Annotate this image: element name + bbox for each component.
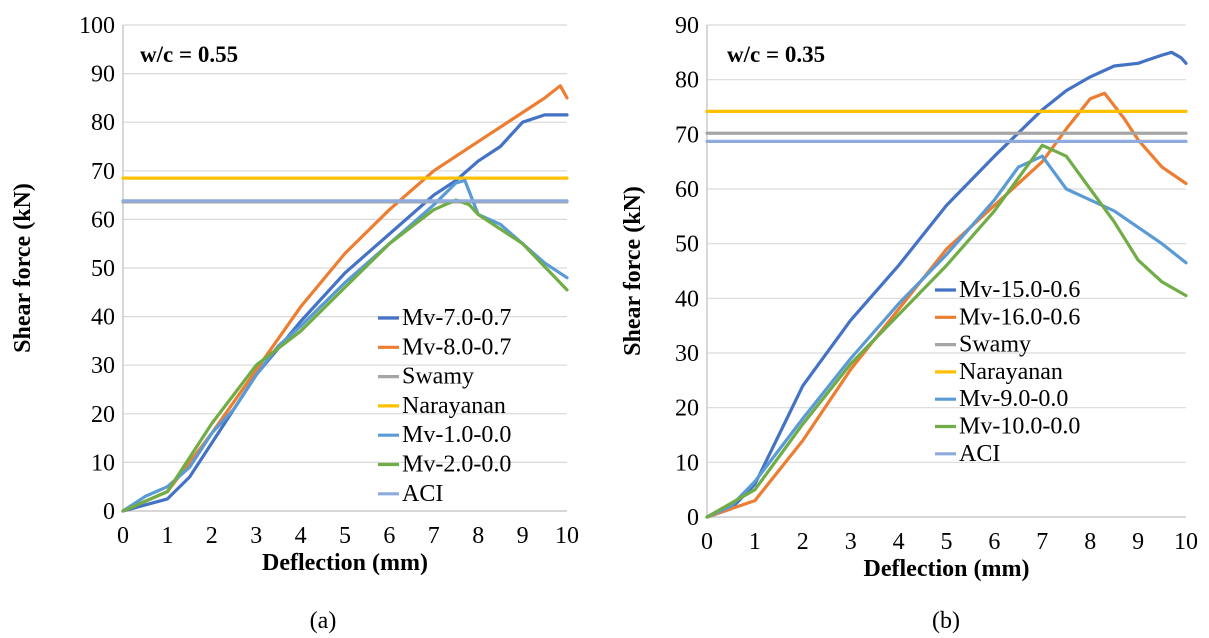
legend-label: Narayanan <box>959 359 1063 385</box>
x-tick-label: 3 <box>845 529 857 555</box>
legend-label: Swamy <box>402 364 474 390</box>
legend-label: Mv-8.0-0.7 <box>402 334 511 360</box>
y-tick-label: 20 <box>675 396 699 422</box>
y-tick-label: 60 <box>675 177 699 203</box>
x-tick-label: 6 <box>383 523 395 549</box>
x-tick-label: 4 <box>295 523 307 549</box>
wc-annotation: w/c = 0.55 <box>140 42 238 67</box>
y-tick-label: 80 <box>91 110 115 136</box>
y-tick-label: 10 <box>675 450 699 476</box>
x-tick-label: 9 <box>517 523 529 549</box>
y-tick-label: 0 <box>103 499 115 525</box>
y-tick-label: 20 <box>91 402 115 428</box>
y-tick-label: 0 <box>687 505 699 531</box>
x-tick-label: 7 <box>428 523 440 549</box>
series-line-mv-7-0-0-7 <box>121 113 569 513</box>
series-line-mv-1-0-0-0 <box>121 178 569 513</box>
series-line-mv-15-0-0-6 <box>705 50 1188 519</box>
y-tick-label: 90 <box>675 13 699 39</box>
chart-panel-a: 0 10 20 30 40 50 60 70 80 90 100 0 1 2 3 4 5 6 7 8 9 10 Mv-7.0… <box>10 13 579 576</box>
legend-label: ACI <box>959 441 1000 467</box>
y-tick-label: 50 <box>675 232 699 258</box>
x-tick-label: 6 <box>988 529 1000 555</box>
x-tick-label: 2 <box>797 529 809 555</box>
legend: Mv-15.0-0.6Mv-16.0-0.6SwamyNarayananMv-9… <box>935 277 1080 467</box>
legend-label: Narayanan <box>402 393 506 419</box>
wc-annotation: w/c = 0.35 <box>727 42 825 67</box>
x-tick-label: 1 <box>749 529 761 555</box>
x-tick-label: 0 <box>701 529 713 555</box>
y-tick-label: 60 <box>91 207 115 233</box>
legend-label: Mv-7.0-0.7 <box>402 305 511 331</box>
x-tick-label: 8 <box>472 523 484 549</box>
legend-label: Mv-15.0-0.6 <box>959 277 1080 303</box>
x-axis-label: Deflection (mm) <box>864 556 1030 582</box>
y-tick-label: 80 <box>675 68 699 94</box>
x-tick-label: 9 <box>1132 529 1144 555</box>
caption-a: (a) <box>310 608 337 634</box>
legend-label: Mv-2.0-0.0 <box>402 452 511 478</box>
legend-label: ACI <box>402 481 443 507</box>
y-tick-label: 70 <box>91 159 115 185</box>
y-axis-label: Shear force (kN) <box>10 183 36 353</box>
caption-b: (b) <box>932 608 960 634</box>
x-tick-label: 10 <box>1174 529 1198 555</box>
x-tick-label: 5 <box>339 523 351 549</box>
x-tick-label: 1 <box>161 523 173 549</box>
y-tick-label: 10 <box>91 450 115 476</box>
series-line-mv-10-0-0-0 <box>705 143 1188 519</box>
x-tick-label: 3 <box>250 523 262 549</box>
y-tick-label: 100 <box>79 13 115 39</box>
legend-label: Mv-9.0-0.0 <box>959 386 1068 412</box>
y-tick-label: 40 <box>91 305 115 331</box>
legend-label: Swamy <box>959 332 1031 358</box>
y-tick-label: 40 <box>675 286 699 312</box>
y-tick-label: 70 <box>675 122 699 148</box>
x-tick-label: 0 <box>117 523 129 549</box>
legend: Mv-7.0-0.7 Mv-8.0-0.7 Swamy Narayanan Mv-1.0… <box>378 305 511 507</box>
x-tick-label: 4 <box>893 529 905 555</box>
y-tick-label: 90 <box>91 62 115 88</box>
x-tick-label: 7 <box>1036 529 1048 555</box>
x-tick-label: 10 <box>555 523 579 549</box>
series-line-mv-2-0-0-0 <box>121 198 569 513</box>
chart-panel-b: 0 10 20 30 40 50 60 70 80 90 0 1 2 3 4 5 6 7 8 9 10 Mv-15.0-0… <box>620 13 1198 582</box>
y-tick-label: 50 <box>91 256 115 282</box>
legend-label: Mv-10.0-0.0 <box>959 414 1080 440</box>
legend-label: Mv-16.0-0.6 <box>959 304 1080 330</box>
y-tick-label: 30 <box>91 353 115 379</box>
x-axis-label: Deflection (mm) <box>262 550 428 576</box>
x-tick-label: 2 <box>206 523 218 549</box>
x-tick-label: 5 <box>941 529 953 555</box>
y-tick-label: 30 <box>675 341 699 367</box>
series-line-mv-9-0-0-0 <box>705 154 1188 519</box>
y-axis-label: Shear force (kN) <box>620 186 646 356</box>
legend-label: Mv-1.0-0.0 <box>402 422 511 448</box>
x-tick-label: 8 <box>1084 529 1096 555</box>
